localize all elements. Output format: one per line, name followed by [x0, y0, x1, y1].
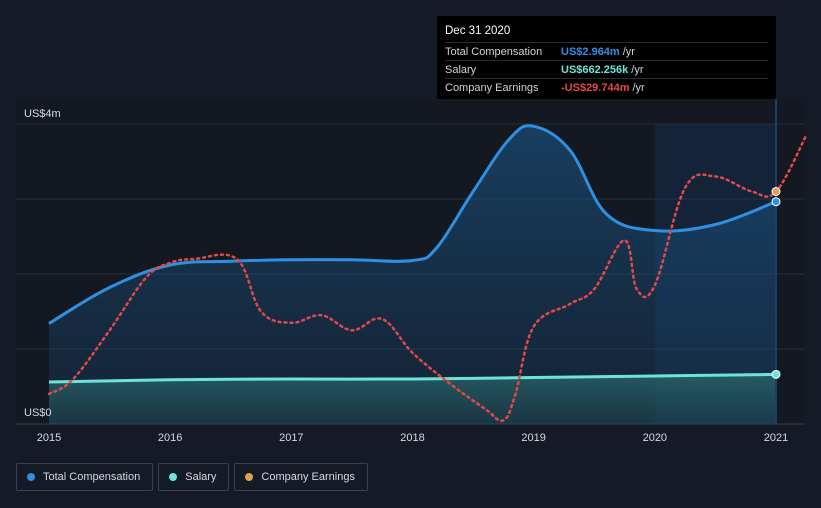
salary-marker[interactable] [771, 369, 781, 379]
legend-item-total-compensation[interactable]: Total Compensation [16, 463, 154, 491]
x-tick-label: 2020 [643, 432, 667, 444]
x-tick-label: 2021 [764, 432, 788, 444]
legend-label: Total Compensation [43, 471, 141, 483]
tooltip: Dec 31 2020 Total Compensation US$2.964m… [437, 16, 776, 99]
salary-line[interactable] [48, 372, 777, 384]
tooltip-label: Company Earnings [445, 81, 539, 94]
company-earnings-marker[interactable] [771, 187, 781, 196]
tooltip-unit: /yr [632, 81, 645, 94]
total-compensation-line[interactable] [48, 124, 777, 325]
tooltip-unit: /yr [622, 45, 635, 58]
legend-label: Company Earnings [261, 471, 355, 483]
tooltip-row-salary: Salary US$662.256k /yr [445, 60, 768, 78]
legend-dot-icon [27, 473, 35, 481]
x-tick-label: 2017 [279, 432, 303, 444]
tooltip-value: -US$29.744m [561, 81, 630, 94]
company-earnings-line[interactable] [47, 134, 808, 423]
y-axis-bottom-label: US$0 [24, 407, 52, 419]
total-compensation-marker[interactable] [771, 197, 781, 207]
tooltip-date: Dec 31 2020 [445, 25, 511, 37]
x-tick-label: 2018 [400, 432, 424, 444]
tooltip-row-company-earnings: Company Earnings -US$29.744m /yr [445, 78, 768, 96]
legend-item-company-earnings[interactable]: Company Earnings [234, 463, 368, 491]
legend-label: Salary [185, 471, 217, 483]
tooltip-unit: /yr [631, 63, 644, 76]
y-axis-top-label: US$4m [24, 108, 61, 120]
x-tick-label: 2016 [158, 432, 182, 444]
tooltip-value: US$662.256k [561, 63, 629, 76]
x-axis-ticks: 2015 2016 2017 2018 2019 2020 2021 [37, 432, 788, 444]
total-compensation-area [49, 125, 776, 424]
tooltip-label: Salary [445, 63, 477, 76]
tooltip-row-total-compensation: Total Compensation US$2.964m /yr [445, 42, 768, 60]
x-tick-label: 2015 [37, 432, 61, 444]
salary-area [49, 374, 776, 424]
legend: Total Compensation Salary Company Earnin… [16, 463, 373, 491]
legend-dot-icon [169, 473, 178, 481]
tooltip-value: US$2.964m [561, 45, 620, 58]
tooltip-label: Total Compensation [445, 45, 543, 58]
legend-dot-icon [245, 473, 254, 481]
x-tick-label: 2019 [521, 432, 545, 444]
legend-item-salary[interactable]: Salary [158, 463, 230, 491]
